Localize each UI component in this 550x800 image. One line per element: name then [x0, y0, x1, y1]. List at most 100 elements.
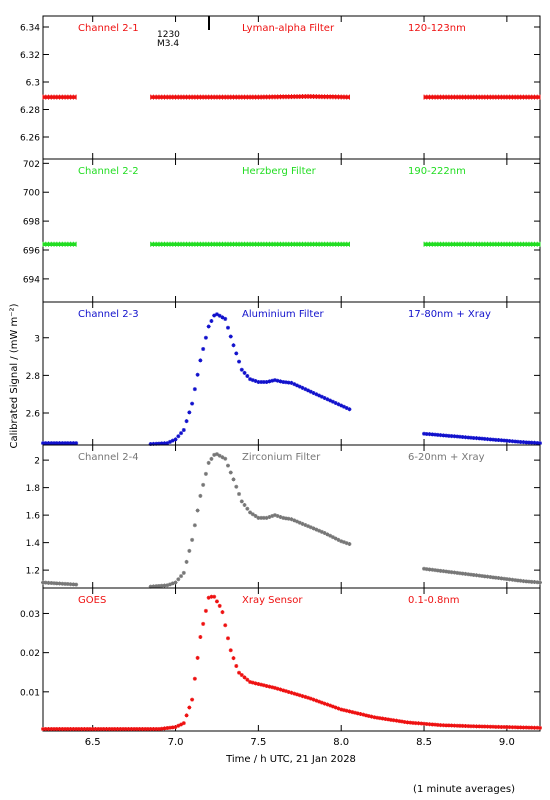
data-point — [405, 720, 410, 725]
data-point — [190, 697, 195, 702]
data-point — [325, 702, 330, 707]
data-point — [330, 399, 335, 404]
data-point — [123, 727, 128, 732]
series-segment — [148, 452, 352, 589]
data-point — [192, 387, 197, 392]
data-point — [217, 603, 222, 608]
series-segment — [422, 431, 542, 446]
data-point — [413, 721, 418, 726]
y-tick-label: 6.3 — [26, 79, 40, 89]
data-point — [225, 636, 230, 641]
filter-label: Xray Sensor — [242, 595, 303, 606]
data-point — [364, 713, 369, 718]
data-point — [46, 441, 51, 446]
data-point — [272, 378, 277, 383]
series-segment — [150, 93, 350, 100]
data-point — [41, 441, 45, 446]
data-point — [275, 378, 280, 383]
data-point — [300, 694, 305, 699]
data-point — [179, 431, 184, 436]
panel-5: 0.01 0.02 0.03 6.5 7.0 7.5 8.0 8.5 9.0 GOES Xray S… — [20, 587, 542, 748]
data-point — [237, 670, 242, 675]
data-point — [460, 435, 465, 440]
data-point — [278, 514, 283, 519]
data-point — [281, 515, 286, 520]
panel-frame — [42, 15, 541, 160]
data-point — [231, 656, 236, 661]
data-point — [408, 720, 413, 725]
data-point — [74, 582, 79, 587]
data-point — [317, 528, 322, 533]
series-segment — [423, 94, 541, 100]
data-point — [162, 583, 167, 588]
series-segment — [41, 580, 79, 587]
data-point — [217, 313, 222, 318]
y-tick-label: 1.6 — [26, 512, 41, 522]
data-point — [148, 727, 153, 732]
data-point — [314, 392, 319, 397]
data-point — [187, 705, 192, 710]
data-point — [281, 688, 286, 693]
data-point — [468, 572, 473, 577]
data-point — [85, 727, 90, 732]
data-point — [463, 435, 468, 440]
data-point — [322, 395, 327, 400]
x-axis-label: Time / h UTC, 21 Jan 2028 — [225, 754, 356, 765]
data-point — [394, 718, 399, 723]
data-point — [344, 708, 349, 713]
data-point — [203, 471, 208, 476]
y-tick-label: 702 — [23, 160, 40, 170]
data-point — [524, 579, 529, 584]
data-point — [192, 676, 197, 681]
data-point — [438, 723, 443, 728]
data-point — [441, 723, 446, 728]
panel-2: 694 696 698 700 702 Channel 2-2 Herzberg Filte… — [23, 158, 541, 303]
data-point — [49, 441, 54, 446]
data-point — [502, 576, 507, 581]
data-point — [430, 432, 435, 437]
data-point — [270, 514, 275, 519]
data-point — [480, 724, 485, 729]
data-point — [355, 711, 360, 716]
data-point — [250, 378, 255, 383]
data-point — [228, 648, 233, 653]
data-point — [63, 441, 68, 446]
data-point — [289, 380, 294, 385]
series-segment — [41, 594, 542, 732]
data-point — [270, 685, 275, 690]
data-point — [504, 438, 509, 443]
data-point — [482, 574, 487, 579]
data-point — [347, 407, 352, 412]
data-point — [54, 581, 59, 586]
data-point — [532, 440, 537, 445]
data-point — [526, 725, 531, 730]
data-point — [46, 580, 51, 585]
data-point — [41, 580, 45, 585]
data-point — [529, 440, 534, 445]
data-point — [504, 577, 509, 582]
data-point — [198, 634, 203, 639]
data-point — [535, 440, 540, 445]
data-point — [68, 441, 73, 446]
data-point — [140, 727, 145, 732]
data-point — [361, 712, 366, 717]
data-point — [538, 725, 542, 730]
data-point — [339, 403, 344, 408]
data-point — [424, 431, 429, 436]
data-point — [463, 571, 468, 576]
data-point — [286, 380, 291, 385]
data-point — [259, 515, 264, 520]
data-point — [319, 394, 324, 399]
data-point — [325, 397, 330, 402]
data-point — [449, 434, 454, 439]
data-point — [154, 584, 159, 589]
data-point — [168, 725, 173, 730]
data-point — [468, 435, 473, 440]
data-point — [148, 442, 153, 447]
data-point — [295, 692, 300, 697]
data-point — [242, 675, 247, 680]
data-point — [377, 716, 382, 721]
data-point — [300, 521, 305, 526]
panel-frame — [42, 301, 541, 446]
data-point — [156, 727, 161, 732]
